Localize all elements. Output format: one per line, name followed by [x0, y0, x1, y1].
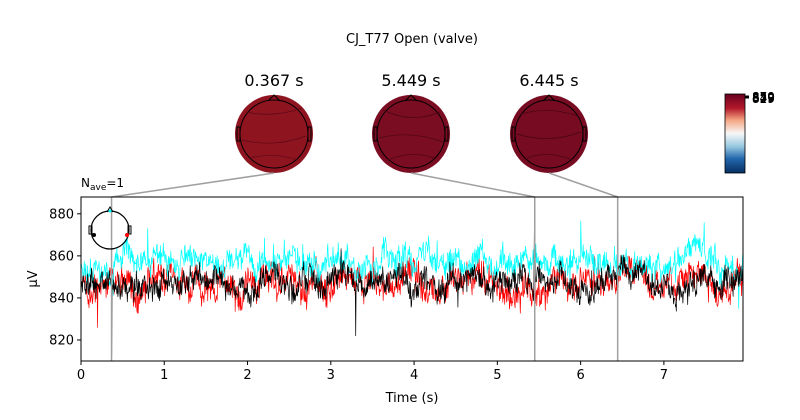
x-tick-label: 7	[660, 368, 668, 383]
sensor-head-outline	[90, 210, 130, 250]
y-tick-label: 860	[49, 249, 74, 264]
sensor-layout-inset	[88, 206, 132, 250]
topomap-ear-right	[444, 126, 449, 142]
sensor-dot	[108, 209, 112, 213]
x-tick-label: 1	[160, 368, 168, 383]
nave-label-value: =1	[106, 176, 124, 190]
y-tick-label: 820	[49, 333, 74, 348]
colorbar-label: 829	[752, 92, 775, 106]
topomap-head-fill	[235, 95, 313, 173]
topomap-contour	[526, 154, 573, 161]
topomap-contour	[249, 155, 299, 161]
topomap-connector	[548, 172, 618, 198]
channel-trace	[81, 205, 743, 358]
x-axis-ticks: 0 1 2 3 4 5 6 7	[77, 361, 668, 383]
colorbar: 870 859 849 839 829	[724, 90, 775, 174]
topomap-contour	[387, 154, 435, 161]
x-tick-label: 2	[243, 368, 251, 383]
topomap-contour	[378, 134, 444, 143]
y-axis-ticks: 820 840 860 880	[49, 207, 81, 348]
colorbar-label: 859	[752, 90, 775, 104]
topomap-nose	[267, 94, 281, 102]
plot-frame	[80, 196, 744, 362]
sensor-ear-left	[88, 225, 93, 235]
nave-label: Nave=1	[81, 176, 124, 193]
channel-traces	[81, 205, 743, 358]
topomap-connectors	[111, 172, 618, 198]
sensor-dot	[125, 233, 129, 237]
topomap-0: 0.367 s	[235, 71, 313, 173]
x-tick-label: 0	[77, 368, 85, 383]
x-tick-label: 5	[493, 368, 501, 383]
topomap-ear-left	[511, 126, 516, 142]
nave-label-sub: ave	[90, 183, 107, 193]
topomap-2: 6.445 s	[510, 71, 588, 173]
sensor-ear-right	[127, 225, 132, 235]
topomap-time-label: 0.367 s	[244, 71, 303, 90]
topomap-contour	[382, 109, 441, 118]
time-series-axes: 0 1 2 3 4 5 6 7 820 840 860 880 Time (s) µV	[26, 196, 744, 406]
x-tick-label: 4	[410, 368, 418, 383]
y-axis-label: µV	[26, 270, 41, 287]
colorbar-label: 849	[752, 91, 775, 105]
channel-trace	[81, 230, 743, 328]
nave-label-n: N	[81, 176, 90, 190]
topomap-ear-right	[582, 126, 587, 142]
topomap-ear-right	[307, 126, 312, 142]
topomap-ear-left	[236, 126, 241, 142]
x-tick-label: 6	[576, 368, 584, 383]
topomap-1: 5.449 s	[372, 71, 450, 173]
topomap-contour	[241, 135, 307, 144]
y-tick-label: 880	[49, 207, 74, 222]
topomap-contour	[516, 131, 582, 139]
topomap-contour	[245, 107, 303, 115]
colorbar-label: 870	[752, 90, 775, 104]
topomap-connector	[111, 172, 275, 198]
x-axis-label: Time (s)	[385, 391, 439, 406]
topomap-connector	[410, 172, 535, 198]
colorbar-label: 839	[752, 91, 775, 105]
topomap-ear-left	[373, 126, 378, 142]
topomap-time-label: 5.449 s	[381, 71, 440, 90]
topomap-nose	[404, 94, 418, 102]
topomap-contour	[520, 110, 579, 117]
sensor-nose	[106, 206, 114, 213]
topomap-head-fill	[510, 95, 588, 173]
y-tick-label: 840	[49, 291, 74, 306]
sensor-dot	[92, 233, 96, 237]
time-markers	[110, 197, 619, 361]
topomap-nose	[542, 94, 556, 102]
topomap-head-fill	[372, 95, 450, 173]
figure-title: CJ_T77 Open (valve)	[346, 32, 478, 47]
colorbar-gradient	[724, 93, 746, 174]
x-tick-label: 3	[327, 368, 335, 383]
topomap-time-label: 6.445 s	[519, 71, 578, 90]
